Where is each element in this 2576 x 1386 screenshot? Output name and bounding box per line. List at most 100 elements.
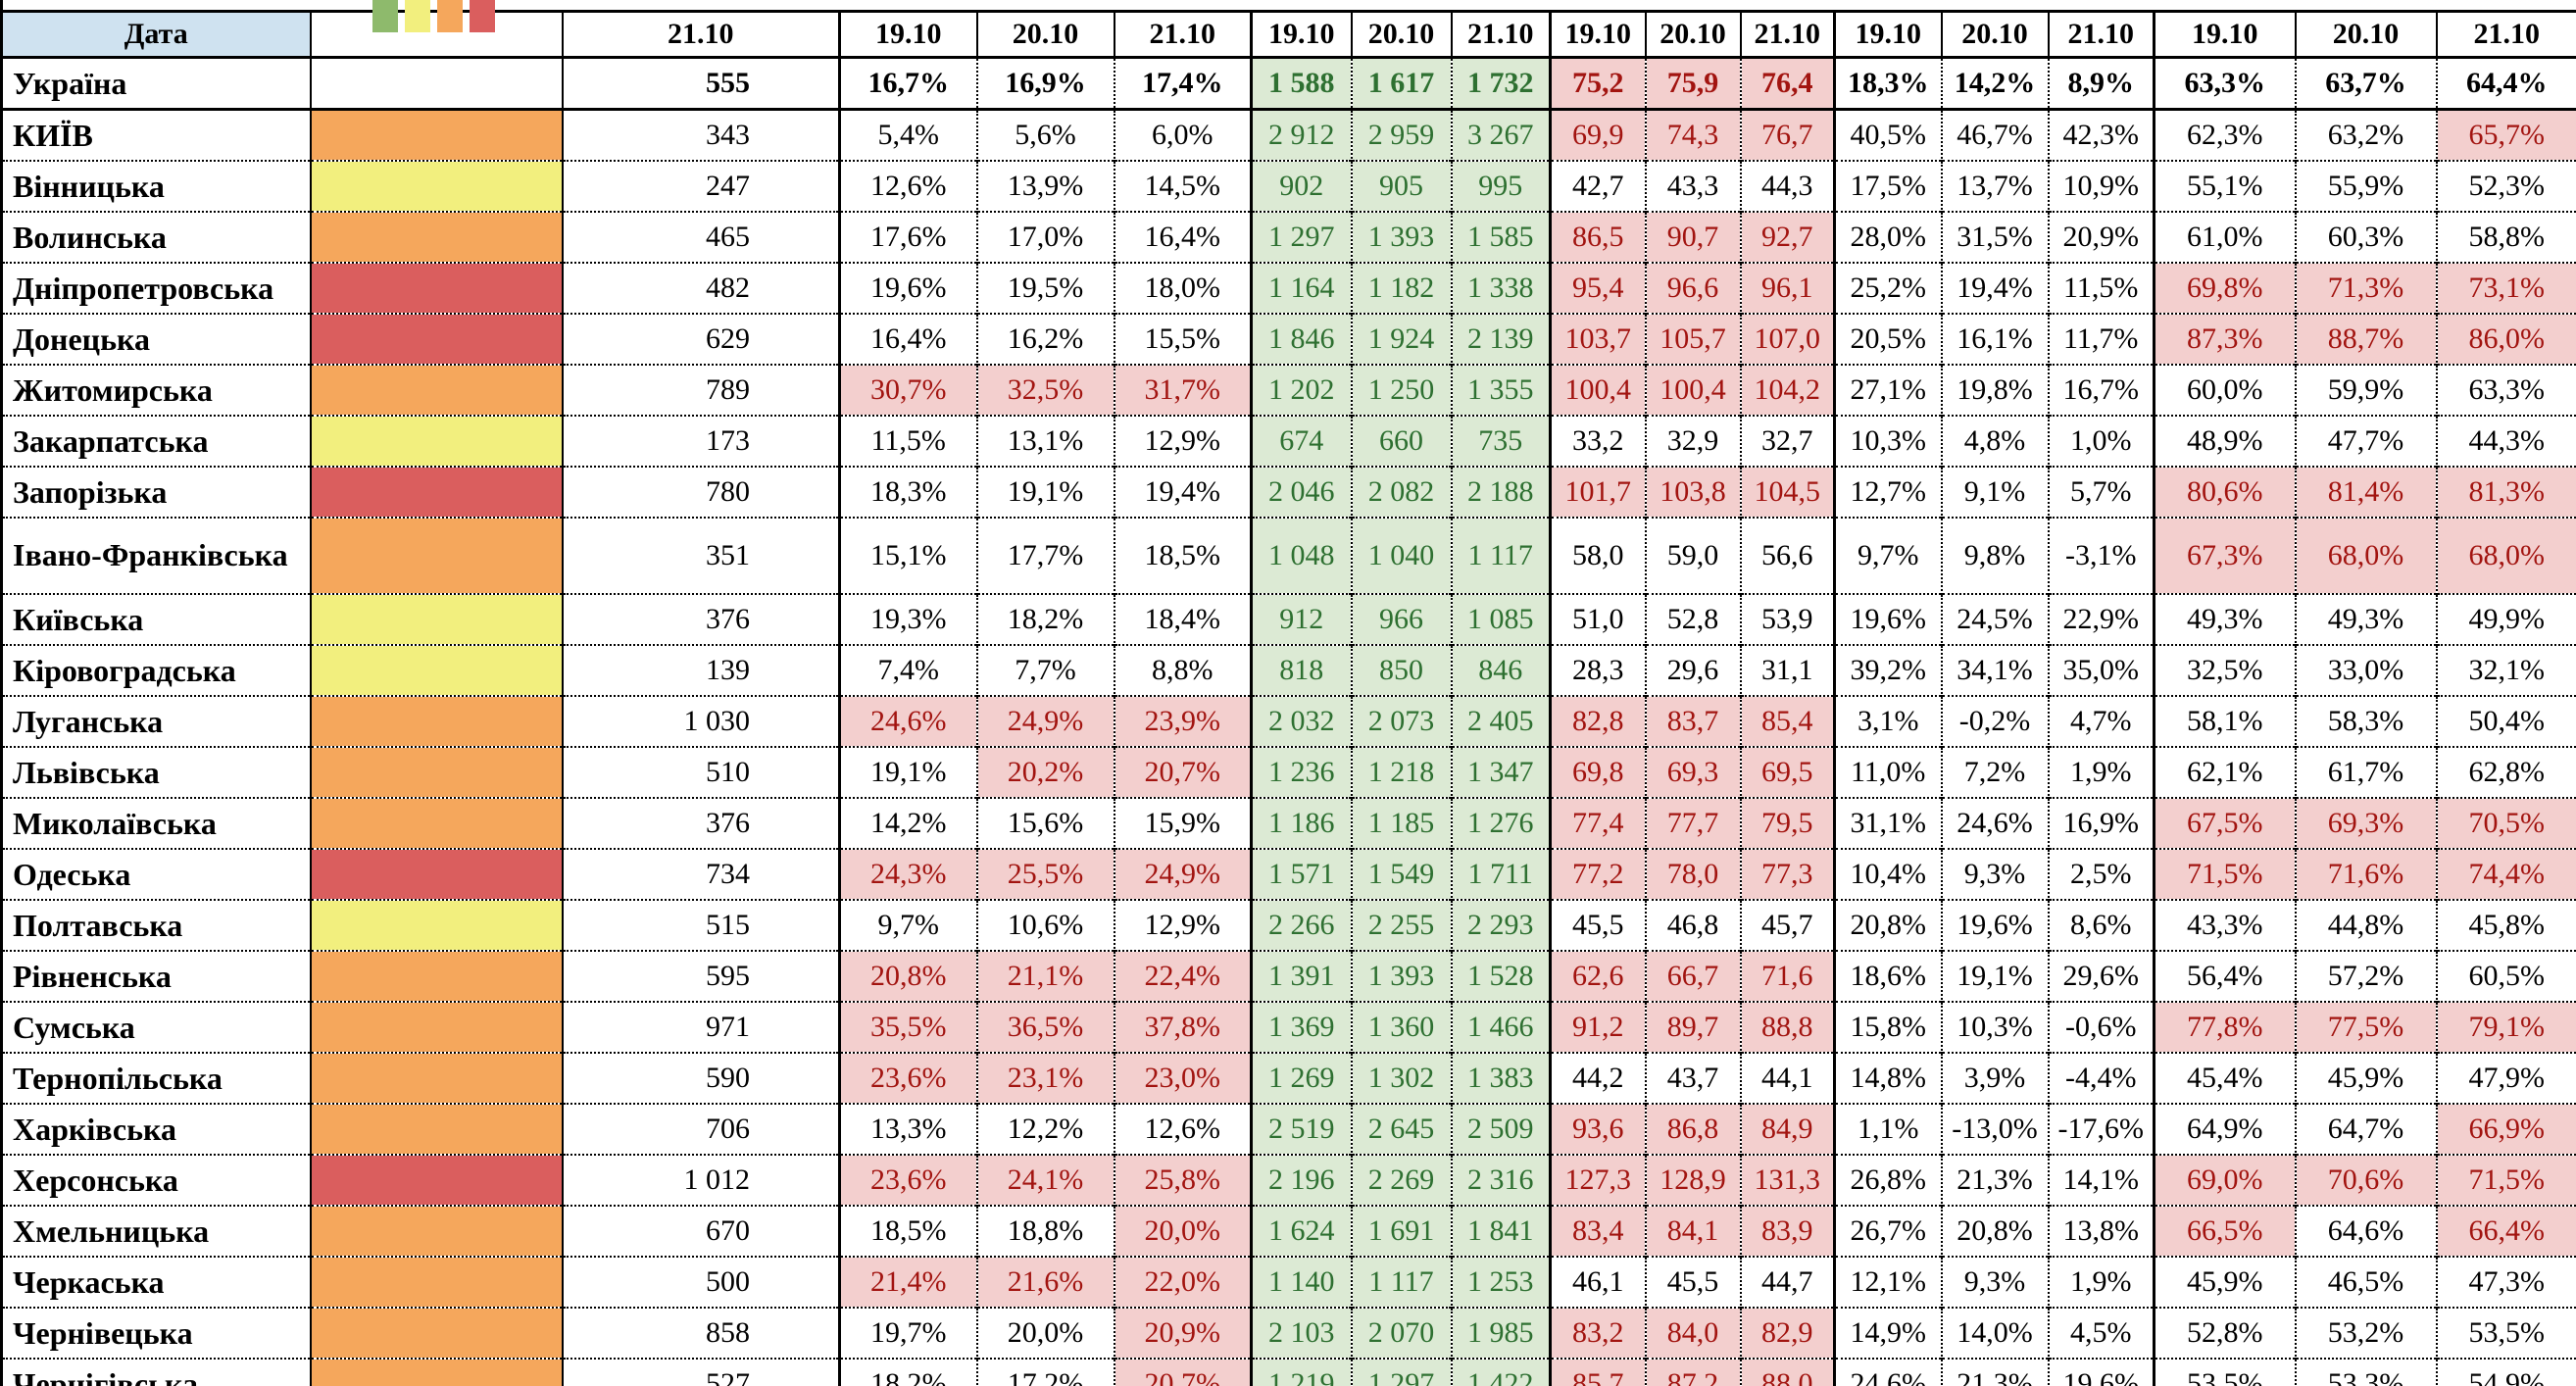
legend-red-swatch xyxy=(470,0,495,32)
value-2110-cell: 858 xyxy=(561,1307,840,1359)
group2-abs-cell: 2 405 xyxy=(1450,695,1551,747)
group2-abs-cell: 1 040 xyxy=(1350,517,1452,594)
group5-pct-cell: 49,9% xyxy=(2435,593,2576,645)
group4-pct-cell: 1,9% xyxy=(2047,746,2155,798)
group2-abs-cell: 1 393 xyxy=(1350,950,1452,1002)
group3-index-cell: 69,8 xyxy=(1549,746,1646,798)
group5-pct-cell: 49,3% xyxy=(2294,593,2437,645)
value-2110-cell: 139 xyxy=(561,644,840,696)
group4-pct-cell: 5,7% xyxy=(2047,466,2155,518)
group5-pct-cell: 64,6% xyxy=(2294,1205,2437,1257)
group1-pct-cell: 19,4% xyxy=(1113,466,1252,518)
group3-index-cell: 83,9 xyxy=(1739,1205,1835,1257)
date-header: 21.10 xyxy=(1450,11,1551,59)
region-name-cell: Чернігівська xyxy=(1,1358,311,1386)
group4-pct-cell: 27,1% xyxy=(1833,364,1942,416)
group4-pct-cell: 1,9% xyxy=(2047,1256,2155,1308)
group1-pct-cell: 10,6% xyxy=(975,899,1115,951)
group4-pct-cell: 7,2% xyxy=(1940,746,2049,798)
group1-pct-cell: 20,2% xyxy=(975,746,1115,798)
group5-pct-cell: 73,1% xyxy=(2435,262,2576,314)
group2-abs-cell: 2 082 xyxy=(1350,466,1452,518)
value-2110-cell: 515 xyxy=(561,899,840,951)
region-name-cell: Івано-Франківська xyxy=(1,517,311,594)
region-name-cell: Сумська xyxy=(1,1001,311,1053)
region-name-cell: Чернівецька xyxy=(1,1307,311,1359)
group5-pct-cell: 66,4% xyxy=(2435,1205,2576,1257)
group4-pct-cell: 28,0% xyxy=(1833,211,1942,263)
group5-pct-cell: 70,6% xyxy=(2294,1154,2437,1206)
group3-index-cell: 86,5 xyxy=(1549,211,1646,263)
group2-abs-cell: 1 186 xyxy=(1250,797,1352,849)
group2-abs-cell: 1 297 xyxy=(1350,1358,1452,1386)
risk-color-cell xyxy=(309,644,563,696)
group5-pct-cell: 63,3% xyxy=(2435,364,2576,416)
value-2110-cell: 1 012 xyxy=(561,1154,840,1206)
group1-pct-cell: 21,1% xyxy=(975,950,1115,1002)
group4-pct-cell: 25,2% xyxy=(1833,262,1942,314)
group5-pct-cell: 62,8% xyxy=(2435,746,2576,798)
group3-index-cell: 52,8 xyxy=(1644,593,1741,645)
group1-pct-cell: 7,7% xyxy=(975,644,1115,696)
group2-abs-cell: 1 711 xyxy=(1450,848,1551,900)
group2-abs-cell: 1 253 xyxy=(1450,1256,1551,1308)
group5-pct-cell: 44,3% xyxy=(2435,415,2576,467)
region-name-cell: Закарпатська xyxy=(1,415,311,467)
risk-color-cell xyxy=(309,1205,563,1257)
group3-index-cell: 45,7 xyxy=(1739,899,1835,951)
group2-abs-cell: 1 841 xyxy=(1450,1205,1551,1257)
group2-abs-cell: 1 117 xyxy=(1350,1256,1452,1308)
group1-pct-cell: 19,6% xyxy=(838,262,977,314)
group3-index-cell: 131,3 xyxy=(1739,1154,1835,1206)
group4-pct-cell: 4,5% xyxy=(2047,1307,2155,1359)
group3-index-cell: 92,7 xyxy=(1739,211,1835,263)
group4-pct-cell: -17,6% xyxy=(2047,1103,2155,1155)
group1-pct-cell: 14,5% xyxy=(1113,160,1252,212)
table-row: КИЇВ 343 5,4% 5,6% 6,0% 2 912 2 959 3 267 69,9 74… xyxy=(1,108,2576,161)
group1-pct-cell: 17,2% xyxy=(975,1358,1115,1386)
group1-pct-cell: 24,9% xyxy=(975,695,1115,747)
group3-index-cell: 100,4 xyxy=(1549,364,1646,416)
group1-pct-cell: 21,6% xyxy=(975,1256,1115,1308)
group5-pct-cell: 68,0% xyxy=(2435,517,2576,594)
group2-abs-cell: 1 846 xyxy=(1250,313,1352,365)
group3-index-cell: 43,7 xyxy=(1644,1052,1741,1104)
group5-pct-cell: 45,4% xyxy=(2153,1052,2296,1104)
group1-pct-cell: 17,4% xyxy=(1113,57,1252,111)
group1-pct-cell: 16,4% xyxy=(838,313,977,365)
group4-pct-cell: 29,6% xyxy=(2047,950,2155,1002)
group1-pct-cell: 16,2% xyxy=(975,313,1115,365)
table-row: Дніпропетровська 482 19,6% 19,5% 18,0% 1 164 1… xyxy=(1,262,2576,314)
group3-index-cell: 75,2 xyxy=(1549,57,1646,111)
risk-color-cell xyxy=(309,950,563,1002)
cropped-row-bottom xyxy=(0,1353,2576,1386)
risk-color-cell xyxy=(309,517,563,594)
value-2110-cell: 376 xyxy=(561,797,840,849)
risk-color-cell xyxy=(309,797,563,849)
region-name-cell: Одеська xyxy=(1,848,311,900)
group4-pct-cell: 4,7% xyxy=(2047,695,2155,747)
date-label-cell: Дата xyxy=(1,11,311,59)
region-name-cell: Запорізька xyxy=(1,466,311,518)
region-name-cell: Кіровоградська xyxy=(1,644,311,696)
group2-abs-cell: 1 924 xyxy=(1350,313,1452,365)
group4-pct-cell: 19,4% xyxy=(1940,262,2049,314)
group4-pct-cell: -0,6% xyxy=(2047,1001,2155,1053)
date-header: 19.10 xyxy=(1250,11,1352,59)
group3-index-cell: 85,4 xyxy=(1739,695,1835,747)
group5-pct-cell: 74,4% xyxy=(2435,848,2576,900)
group1-pct-cell: 18,5% xyxy=(838,1205,977,1257)
table-row: Чернівецька 858 19,7% 20,0% 20,9% 2 103 2 070 1… xyxy=(1,1307,2576,1359)
group5-pct-cell: 32,5% xyxy=(2153,644,2296,696)
group5-pct-cell: 68,0% xyxy=(2294,517,2437,594)
group1-pct-cell: 25,5% xyxy=(975,848,1115,900)
risk-color-cell xyxy=(309,899,563,951)
group2-abs-cell: 2 266 xyxy=(1250,899,1352,951)
group4-pct-cell: 20,8% xyxy=(1940,1205,2049,1257)
group5-pct-cell: 66,5% xyxy=(2153,1205,2296,1257)
group3-index-cell: 58,0 xyxy=(1549,517,1646,594)
group1-pct-cell: 16,9% xyxy=(975,57,1115,111)
value-2110-cell: 706 xyxy=(561,1103,840,1155)
group3-index-cell: 103,7 xyxy=(1549,313,1646,365)
table-row: Львівська 510 19,1% 20,2% 20,7% 1 236 1 218 1 3… xyxy=(1,746,2576,798)
